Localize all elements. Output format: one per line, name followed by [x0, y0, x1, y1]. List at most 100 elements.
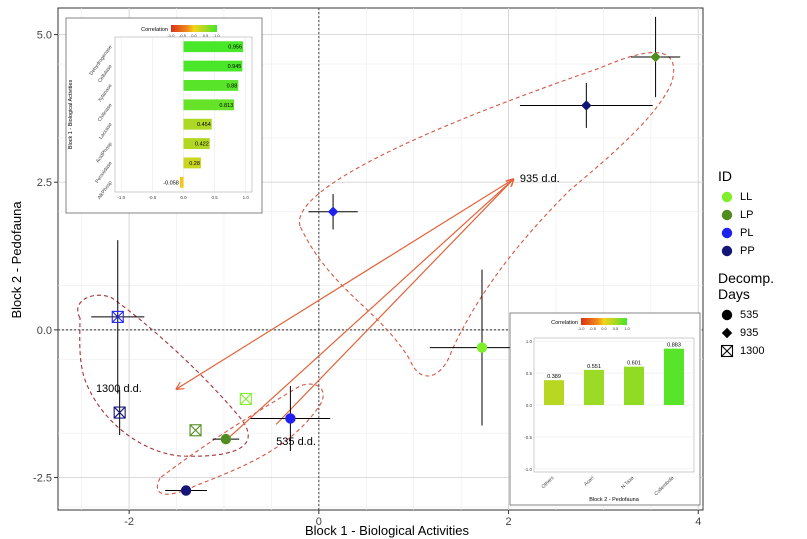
- legend-label: PL: [740, 227, 754, 239]
- data-point-pp-935: [581, 100, 592, 111]
- data-point-lp-935: [650, 51, 661, 63]
- legend-key: [718, 342, 736, 360]
- inset-bar-cellulase: [183, 60, 243, 72]
- inset-axis-title: Block 2 - Pedofauna: [589, 497, 639, 503]
- legend-entry-id-ll: LL: [718, 188, 804, 206]
- legend-key: [718, 306, 736, 324]
- inset-biological-activities-chart: Correlation-1.0 -0.5 0.0 0.5 1.00.956Dehydro…: [65, 17, 263, 214]
- inset-bar-value-label: 0.813: [219, 103, 233, 109]
- inset-y-tick-label: 0.5: [526, 371, 533, 376]
- legend-entry-id-pl: PL: [718, 224, 804, 242]
- x-axis-title: Block 1 - Biological Activities: [305, 523, 470, 538]
- legend-marker-icon: [720, 344, 734, 358]
- inset-bar-value-label: -0.058: [163, 180, 179, 186]
- inset-bar-laccase: [183, 118, 212, 130]
- data-point-pp-535: [180, 485, 192, 496]
- data-point-lp-1300: [189, 424, 202, 437]
- legend-marker: [721, 327, 733, 339]
- legend-label: 535: [740, 309, 759, 321]
- data-point-pl-535: [285, 413, 296, 424]
- data-point-pp-1300: [113, 406, 126, 419]
- trajectory-arrow-1: [275, 179, 513, 425]
- correlation-legend-tick: -1.0: [578, 326, 586, 331]
- correlation-legend-tick: 0.0: [601, 326, 607, 331]
- correlation-legend-tick: -0.5: [589, 326, 597, 331]
- inset-bar-dehydrogenase: [183, 41, 244, 53]
- legend-marker-icon: [721, 309, 733, 321]
- inset-bar-value-label: 0.454: [197, 122, 211, 128]
- annotation-label: 1300 d.d.: [96, 383, 142, 395]
- inset-y-tick-label: 1.0: [526, 339, 533, 344]
- group-ellipse-2: [77, 294, 249, 457]
- legend-key: [718, 242, 736, 260]
- inset-bar-acari: [584, 369, 604, 405]
- inset-bar-value-label: 0.601: [627, 361, 641, 367]
- legend-marker-icon: [721, 245, 733, 257]
- inset-bar-value-label: 0.945: [228, 64, 242, 70]
- marker-box: [113, 406, 126, 419]
- inset-bar-value-label: 0.883: [667, 343, 681, 349]
- trajectory-arrow-3: [177, 178, 514, 389]
- legend-entry-days-1300: 1300: [718, 342, 804, 360]
- data-point-lp-535: [220, 433, 232, 445]
- correlation-colorbar: [581, 318, 627, 325]
- group-ellipse-3: [156, 383, 324, 495]
- legend-marker: [721, 227, 733, 239]
- trajectory-arrow-2: [223, 179, 513, 443]
- correlation-legend-tick: 1.0: [214, 33, 220, 38]
- inset-bar-value-label: 0.28: [189, 161, 200, 167]
- legend-entry-days-535: 535: [718, 306, 804, 324]
- legend-marker: [721, 209, 733, 221]
- legend-key: [718, 188, 736, 206]
- legend-marker: [721, 191, 733, 203]
- legend-entry-id-lp: LP: [718, 206, 804, 224]
- legend-entry-days-935: 935: [718, 324, 804, 342]
- inset-bar-collembola: [664, 348, 684, 405]
- y-tick-label: 2.5: [37, 177, 52, 189]
- correlation-legend-title: Correlation: [141, 27, 168, 33]
- legend-marker: [721, 245, 733, 257]
- legend-label: 1300: [740, 345, 765, 357]
- legend-label: 935: [740, 327, 759, 339]
- correlation-legend-tick: 0.5: [203, 33, 209, 38]
- legend-marker-icon: [721, 227, 733, 239]
- y-tick-label: 5.0: [37, 30, 52, 42]
- x-tick-label: 2: [505, 516, 511, 528]
- marker-cross: [189, 424, 202, 437]
- inset-bar-value-label: 0.956: [228, 45, 242, 51]
- legend-key: [718, 206, 736, 224]
- correlation-legend-tick: 1.0: [624, 326, 630, 331]
- inset-axis-title: Block 1 - Biological Activities: [68, 80, 74, 150]
- legend-id-title: ID: [718, 168, 732, 184]
- x-tick-label: 4: [695, 516, 701, 528]
- annotation-label: 535 d.d.: [276, 436, 316, 448]
- correlation-legend-tick: -0.5: [179, 33, 187, 38]
- inset-bar-chitinase: [183, 99, 235, 111]
- legend-marker-icon: [721, 209, 733, 221]
- marker-cross: [113, 406, 126, 419]
- inset-bar-acidphosp: [183, 138, 210, 149]
- inset-bar-peroxidase: [183, 157, 201, 169]
- inset-x-tick-label: 1.0: [243, 195, 250, 200]
- inset-y-tick-label: 0.0: [526, 403, 533, 408]
- inset-x-tick-label: -1.0: [117, 195, 125, 200]
- x-tick-label: -2: [124, 516, 134, 528]
- group-ellipse-1: [298, 52, 675, 377]
- legend-key: [718, 224, 736, 242]
- marker-cross: [111, 310, 124, 323]
- y-tick-label: -2.5: [33, 473, 52, 485]
- inset-pedofauna-chart: Correlation-1.0 -0.5 0.0 0.5 1.0-1.0-0.50.00…: [509, 312, 701, 506]
- marker-box: [111, 310, 124, 323]
- marker-box: [720, 344, 734, 358]
- annotation-label: 935 d.d.: [520, 173, 560, 185]
- inset-bar-alkphosp: [179, 176, 184, 188]
- marker-cross: [239, 393, 252, 405]
- y-tick-label: 0.0: [37, 325, 52, 337]
- legend-key: [718, 324, 736, 342]
- legend-marker: [721, 309, 733, 321]
- inset-bar-value-label: 0.88: [227, 83, 238, 89]
- legend-marker-icon: [721, 327, 733, 339]
- correlation-legend-title: Correlation: [551, 320, 578, 326]
- inset-x-tick-label: 0.5: [212, 195, 219, 200]
